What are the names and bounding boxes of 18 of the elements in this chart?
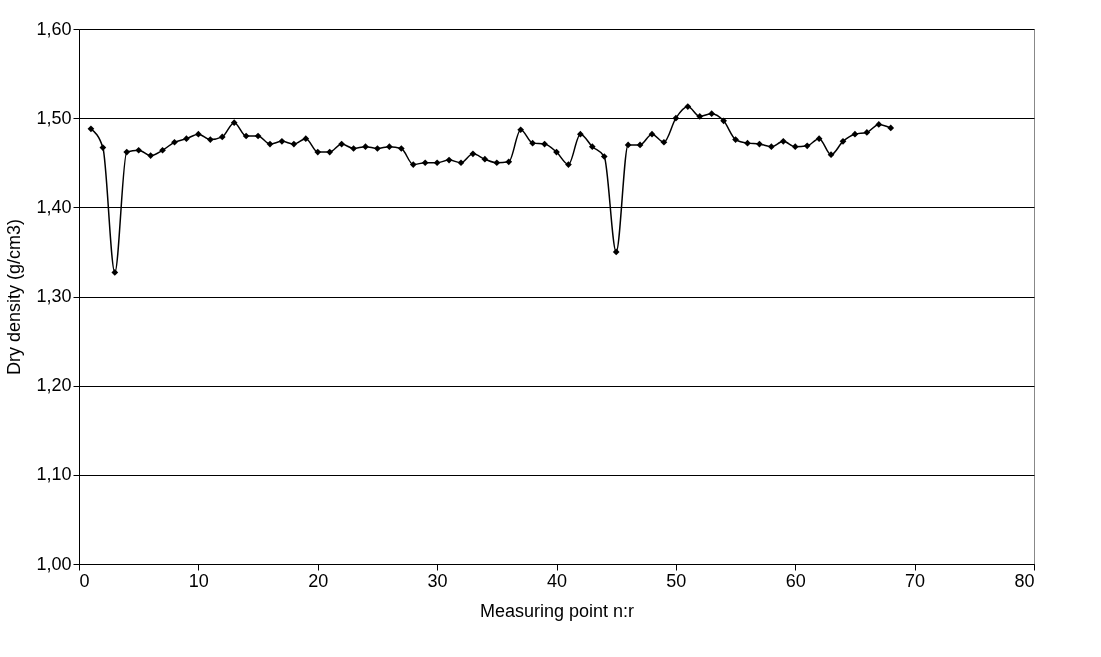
x-tick-label: 0	[79, 570, 90, 591]
x-tick-label: 40	[546, 570, 568, 591]
x-tick-label: 20	[308, 570, 329, 591]
y-tick-label: 1,00	[36, 553, 72, 574]
x-tick-label: 60	[785, 570, 806, 591]
y-tick-label: 1,50	[36, 107, 72, 128]
y-tick-label: 1,10	[36, 464, 72, 485]
y-tick-label: 1,60	[36, 18, 72, 39]
y-tick-label: 1,30	[36, 286, 72, 306]
y-tick-label: 1,20	[36, 375, 72, 396]
y-axis-title: Dry density (g/cm3)	[4, 218, 25, 376]
x-tick-label: 70	[905, 570, 926, 591]
x-tick-label: 80	[1014, 570, 1035, 591]
x-tick-label: 10	[188, 570, 209, 591]
x-tick-label: 30	[427, 570, 448, 591]
y-tick-label: 1,40	[36, 196, 72, 217]
x-axis-title: Measuring point n:r	[479, 600, 635, 621]
x-tick-label: 50	[666, 570, 687, 591]
